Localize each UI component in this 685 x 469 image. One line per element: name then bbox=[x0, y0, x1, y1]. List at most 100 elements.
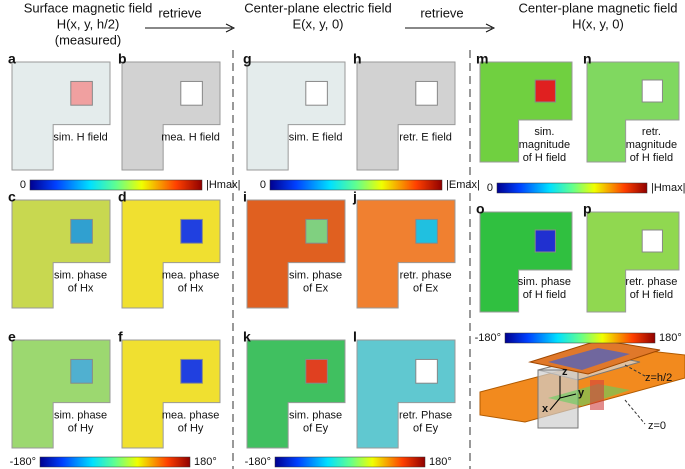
panel-letter: c bbox=[8, 189, 16, 205]
panel-letter: o bbox=[476, 201, 485, 217]
colorbar-max: 180° bbox=[429, 456, 452, 468]
colorbar-min: 0 bbox=[20, 179, 26, 191]
field-map bbox=[356, 199, 456, 309]
field-feature bbox=[415, 80, 438, 106]
axis-label: y bbox=[578, 387, 585, 399]
panel-letter: p bbox=[583, 201, 592, 217]
field-map bbox=[11, 61, 111, 171]
column-title: Center-plane magnetic field bbox=[519, 0, 678, 15]
column-title: E(x, y, 0) bbox=[292, 16, 343, 31]
panel-caption: magnitude bbox=[519, 139, 570, 151]
field-feature bbox=[180, 218, 203, 244]
panel-letter: k bbox=[243, 329, 251, 345]
colorbar-max: 180° bbox=[659, 332, 682, 344]
panel-caption: of Ey bbox=[303, 423, 329, 435]
field-feature bbox=[534, 229, 556, 253]
panel-caption: retr. Phase bbox=[399, 410, 452, 422]
field-feature bbox=[415, 358, 438, 384]
colorbar-min: -180° bbox=[245, 456, 271, 468]
panel-letter: l bbox=[353, 329, 357, 345]
colorbar-max: |Hmax| bbox=[206, 179, 240, 191]
panel-letter: j bbox=[352, 189, 357, 205]
field-feature bbox=[305, 358, 328, 384]
field-feature bbox=[180, 358, 203, 384]
panel-caption: sim. phase bbox=[289, 270, 342, 282]
panel-caption: of Ex bbox=[413, 283, 439, 295]
panel-caption: sim. phase bbox=[518, 276, 571, 288]
field-feature bbox=[641, 229, 663, 253]
arrow-label: retrieve bbox=[420, 5, 463, 20]
colorbar bbox=[29, 179, 203, 191]
plane-label: z=0 bbox=[648, 420, 666, 432]
colorbar bbox=[274, 456, 426, 468]
panel-letter: e bbox=[8, 329, 16, 345]
leader bbox=[624, 364, 646, 377]
panel-letter: g bbox=[243, 51, 252, 67]
panel-caption: sim. H field bbox=[53, 132, 107, 144]
field-feature bbox=[305, 80, 328, 106]
axis bbox=[559, 393, 577, 399]
colorbar-min: 0 bbox=[487, 182, 493, 194]
panel-caption: of Hy bbox=[68, 423, 94, 435]
panel-caption: of H field bbox=[630, 152, 673, 164]
panel-letter: m bbox=[476, 51, 488, 67]
panel-caption: of H field bbox=[630, 289, 673, 301]
panel-caption: of Ey bbox=[413, 423, 439, 435]
panel-letter: f bbox=[118, 329, 123, 345]
colorbar-min: -180° bbox=[10, 456, 36, 468]
colorbar bbox=[39, 456, 191, 468]
axis-label: x bbox=[542, 403, 549, 415]
panel-caption: retr. phase bbox=[400, 270, 452, 282]
schematic: z x y z=h/2 z=0 bbox=[479, 339, 685, 432]
field-map bbox=[11, 199, 111, 309]
arrow-label: retrieve bbox=[158, 5, 201, 20]
colorbar bbox=[496, 182, 648, 194]
panel-caption: of Ex bbox=[303, 283, 329, 295]
column-title: (measured) bbox=[55, 32, 121, 47]
panel-caption: of H field bbox=[523, 152, 566, 164]
panel-caption: retr. E field bbox=[399, 132, 452, 144]
inner-post bbox=[590, 380, 604, 410]
field-feature bbox=[70, 218, 93, 244]
field-map bbox=[356, 339, 456, 449]
arrow bbox=[405, 23, 496, 33]
field-feature bbox=[70, 358, 93, 384]
field-feature bbox=[415, 218, 438, 244]
leader bbox=[624, 399, 646, 425]
panel-caption: sim. E field bbox=[289, 132, 343, 144]
panel-caption: sim. phase bbox=[54, 270, 107, 282]
field-feature bbox=[70, 80, 93, 106]
grid-plane bbox=[548, 348, 630, 370]
header: Surface magnetic field H(x, y, h/2) (mea… bbox=[24, 0, 678, 47]
axis-label: z bbox=[562, 366, 568, 378]
panel-letter: a bbox=[8, 51, 16, 67]
colorbar bbox=[269, 179, 443, 191]
panel-caption: of Hx bbox=[68, 283, 94, 295]
plane-label: z=h/2 bbox=[645, 372, 672, 384]
colorbar-min: 0 bbox=[260, 179, 266, 191]
field-map bbox=[246, 199, 346, 309]
field-feature bbox=[305, 218, 328, 244]
panel-letter: b bbox=[118, 51, 127, 67]
panel-caption: sim. phase bbox=[54, 410, 107, 422]
panel-caption: magnitude bbox=[626, 139, 677, 151]
panel-letter: i bbox=[243, 189, 247, 205]
panel-caption: mea. phase bbox=[162, 270, 219, 282]
panel-letter: h bbox=[353, 51, 362, 67]
field-feature bbox=[180, 80, 203, 106]
center-plane bbox=[548, 384, 630, 406]
colorbar-min: -180° bbox=[475, 332, 501, 344]
panel-letter: n bbox=[583, 51, 592, 67]
axis bbox=[549, 397, 561, 411]
panel-caption: retr. bbox=[642, 126, 661, 138]
panel-caption: of Hx bbox=[178, 283, 204, 295]
arrow bbox=[145, 23, 236, 33]
colorbar-max: |Hmax| bbox=[651, 182, 685, 194]
colorbar bbox=[504, 332, 656, 344]
field-map bbox=[121, 61, 221, 171]
field-map bbox=[356, 61, 456, 171]
panel-letter: d bbox=[118, 189, 127, 205]
panel-caption: of Hy bbox=[178, 423, 204, 435]
colorbar-max: |Emax| bbox=[446, 179, 480, 191]
